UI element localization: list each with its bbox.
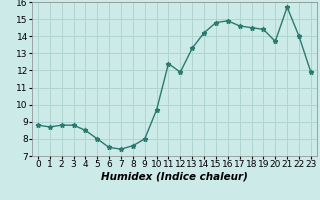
X-axis label: Humidex (Indice chaleur): Humidex (Indice chaleur) <box>101 172 248 182</box>
